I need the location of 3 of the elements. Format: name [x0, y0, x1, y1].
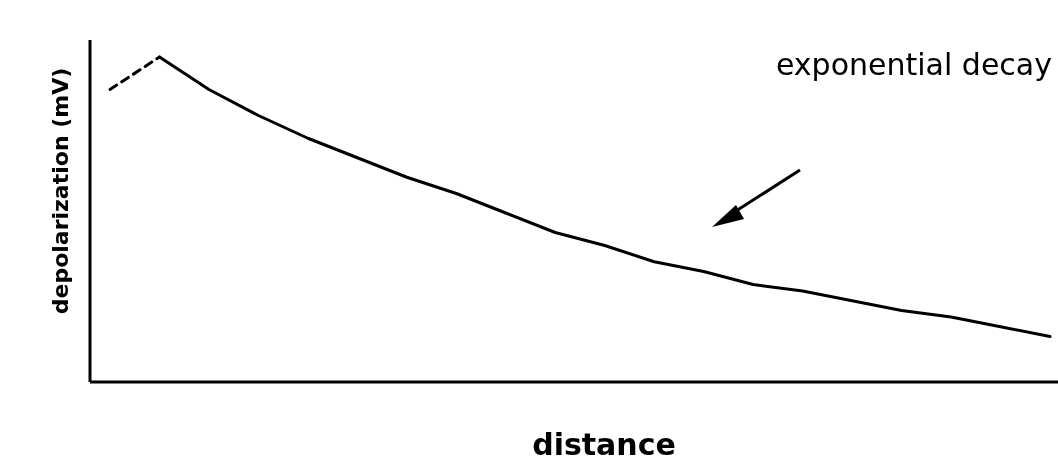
y-axis-title: depolarization (mV): [48, 67, 73, 315]
x-axis-title: distance: [532, 427, 676, 462]
annotation: exponential decay: [775, 47, 1052, 82]
